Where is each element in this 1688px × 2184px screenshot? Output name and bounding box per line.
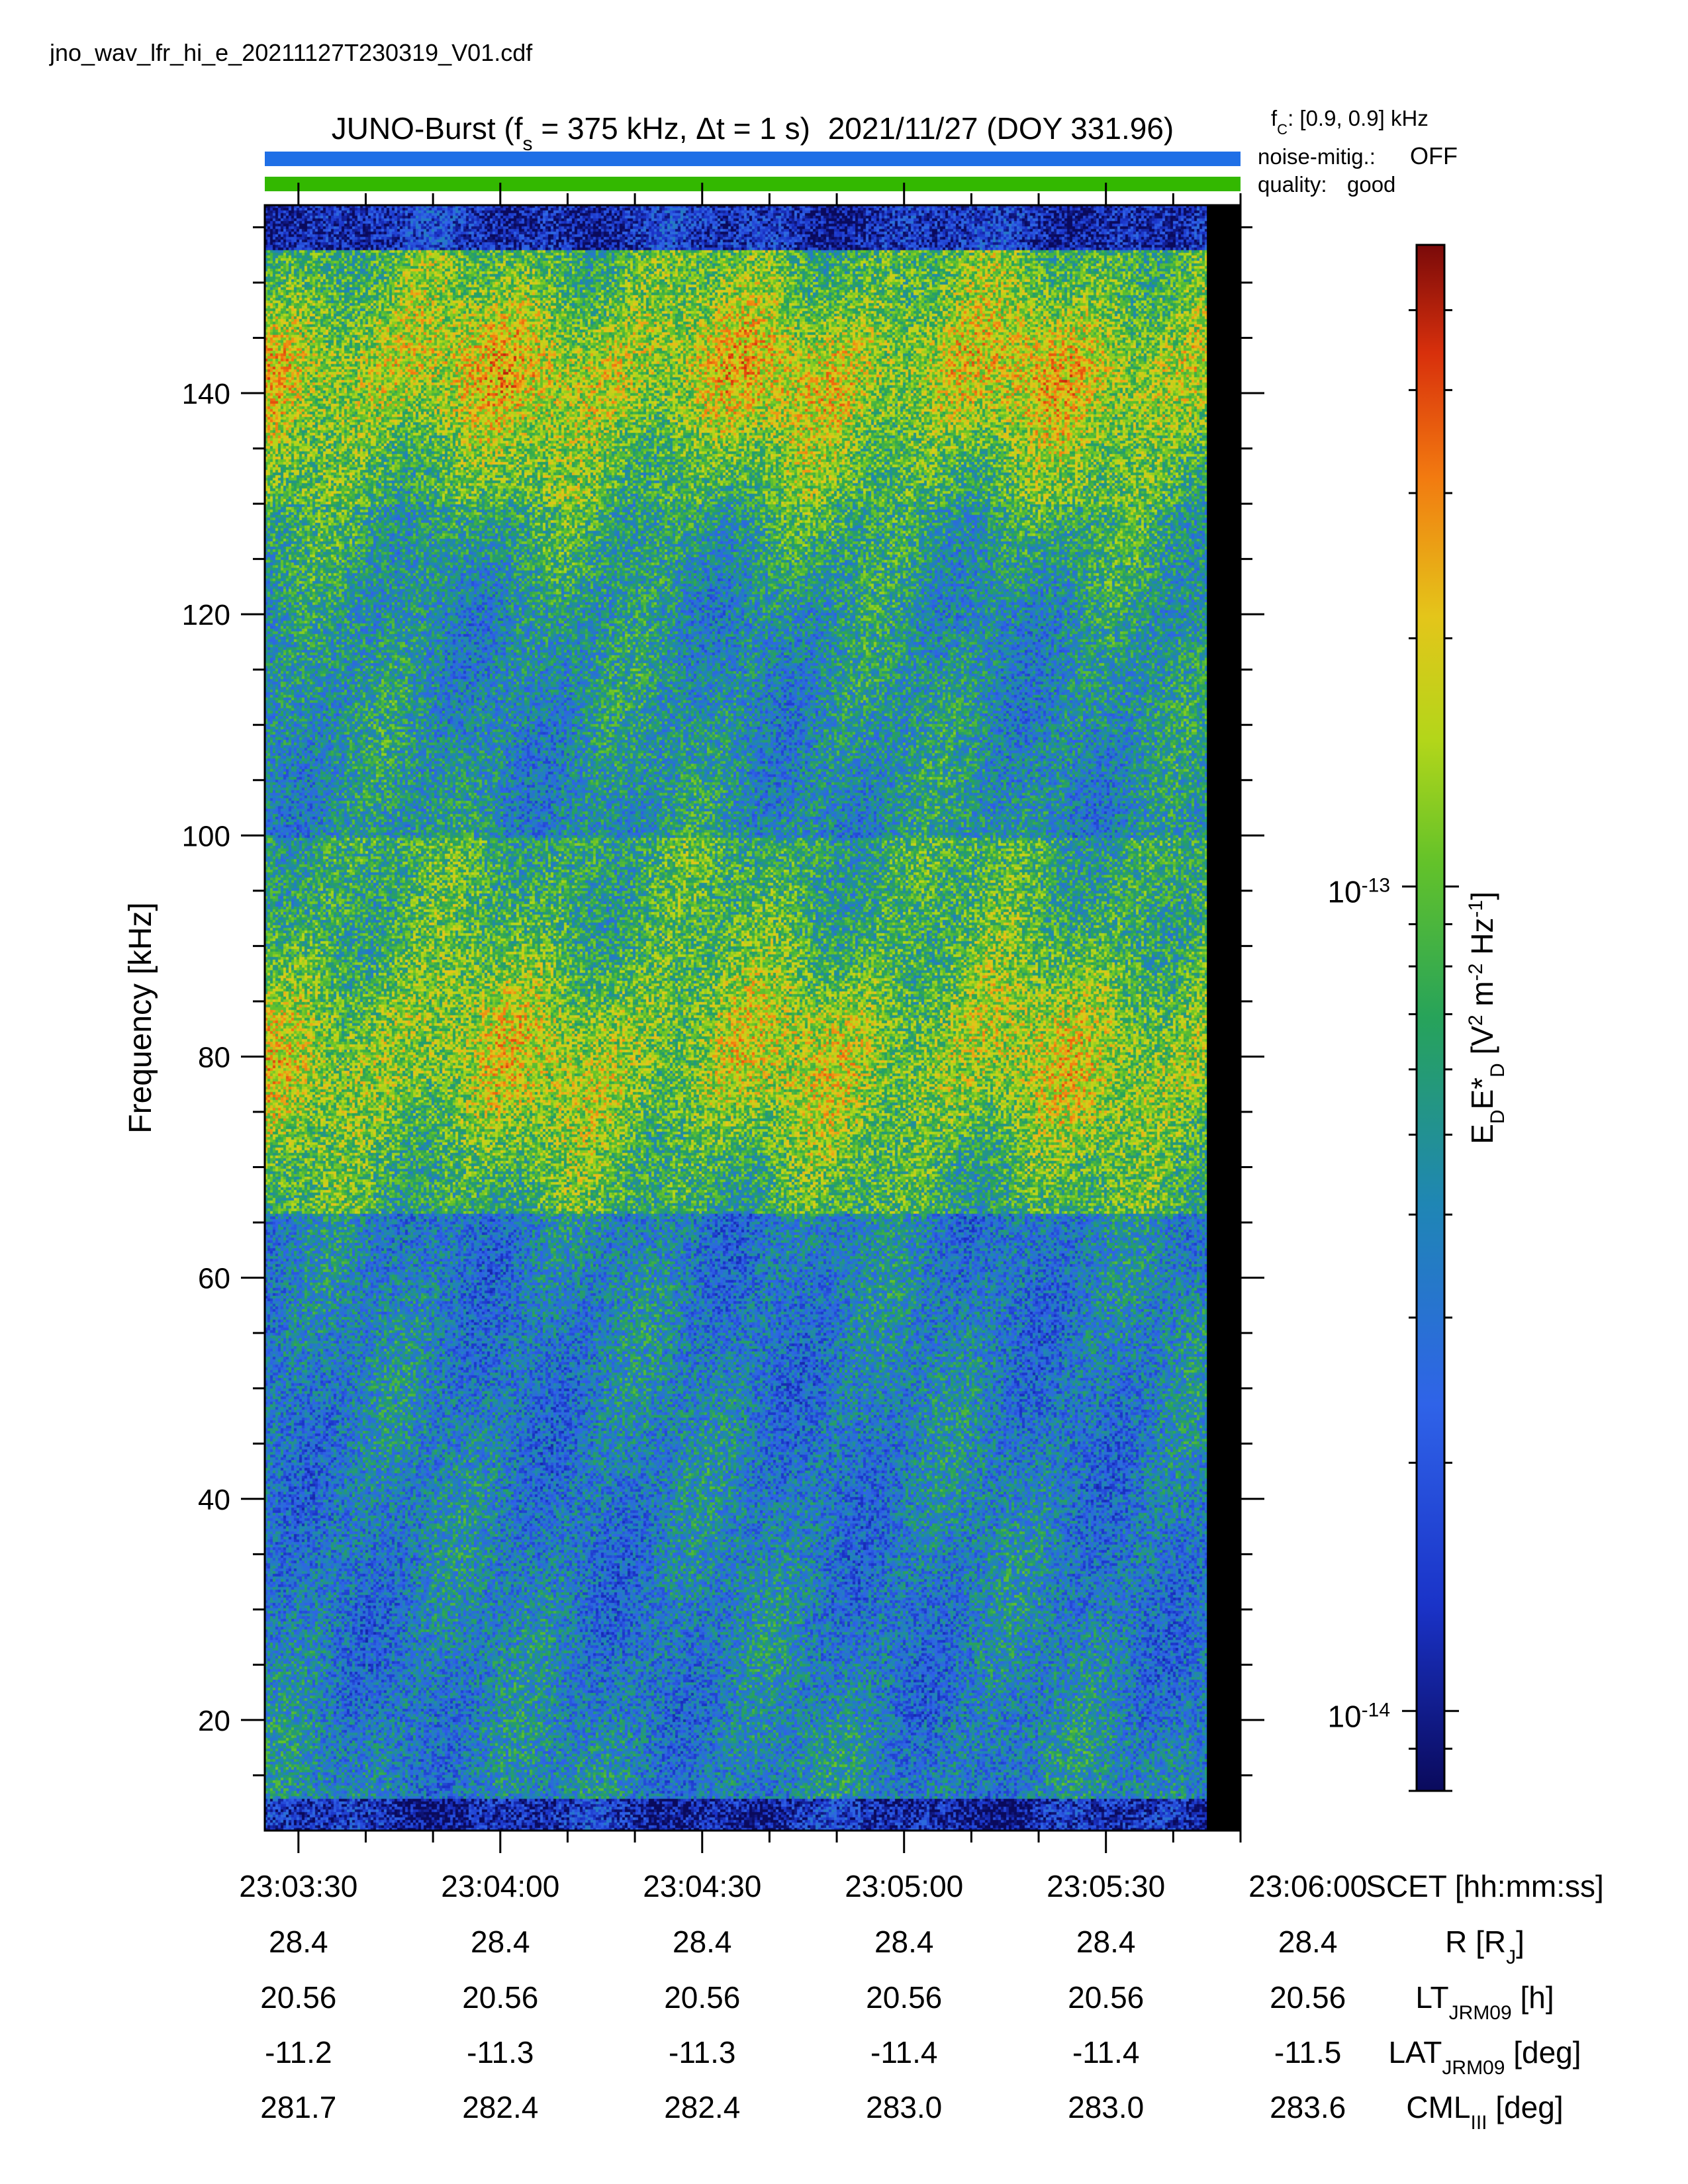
quality-bar: [265, 177, 1241, 191]
ephem-cml-value: 281.7: [260, 2090, 336, 2124]
ephem-lt-value: 20.56: [664, 1980, 740, 2015]
fc-info: fC: [0.9, 0.9] kHz: [1271, 106, 1429, 138]
colorbar: [1415, 244, 1446, 1792]
ephem-label-cml: CMLIII [deg]: [1406, 2090, 1563, 2134]
ephem-cml-value: 283.6: [1270, 2090, 1346, 2124]
ephem-lat-value: -11.5: [1274, 2035, 1341, 2070]
ephem-label-scet: SCET [hh:mm:ss]: [1366, 1869, 1604, 1903]
ephem-lt-value: 20.56: [1068, 1980, 1144, 2015]
y-axis-label: Frequency [kHz]: [123, 902, 158, 1133]
ephem-lt-value: 20.56: [1270, 1980, 1346, 2015]
x-tick-label: 23:06:00: [1248, 1869, 1367, 1903]
ephem-lt-value: 20.56: [260, 1980, 336, 2015]
y-tick-label: 80: [198, 1041, 230, 1073]
noise-mitig-bar: [265, 152, 1241, 166]
ephem-r-value: 28.4: [471, 1925, 530, 1959]
ephem-lat-value: -11.3: [467, 2035, 534, 2070]
y-tick-label: 140: [182, 378, 230, 410]
ephem-r-value: 28.4: [1076, 1925, 1136, 1959]
y-tick-label: 60: [198, 1263, 230, 1295]
x-tick-label: 23:04:00: [441, 1869, 559, 1903]
x-tick-label: 23:04:30: [643, 1869, 761, 1903]
ephem-label-lt: LTJRM09 [h]: [1415, 1980, 1554, 2024]
noise-mitig-value: OFF: [1410, 142, 1458, 169]
filename-label: jno_wav_lfr_hi_e_20211127T230319_V01.cdf: [49, 39, 533, 66]
y-tick-label: 40: [198, 1484, 230, 1516]
quality-value: good: [1347, 172, 1395, 197]
ephem-lat-value: -11.4: [1072, 2035, 1139, 2070]
chart-title: JUNO-Burst (fs = 375 kHz, Δt = 1 s) 2021…: [332, 111, 1174, 155]
quality-label: quality:: [1258, 172, 1327, 197]
data-gap: [1207, 205, 1241, 1831]
ephem-label-lat: LATJRM09 [deg]: [1388, 2035, 1581, 2079]
y-tick-label: 100: [182, 820, 230, 852]
ephem-cml-value: 283.0: [1068, 2090, 1144, 2124]
plot-frame: [263, 204, 1242, 1832]
colorbar-tick-label: 10-13: [1327, 874, 1390, 909]
y-tick-label: 20: [198, 1705, 230, 1737]
ephem-lat-value: -11.3: [669, 2035, 735, 2070]
noise-mitig-label: noise-mitig.:: [1258, 144, 1376, 169]
ephem-cml-value: 283.0: [866, 2090, 942, 2124]
axes: 20 40 60 80 100 120 140: [182, 183, 1264, 1853]
x-tick-label: 23:05:30: [1047, 1869, 1165, 1903]
ephem-lat-value: -11.2: [265, 2035, 332, 2070]
ephem-lt-value: 20.56: [866, 1980, 942, 2015]
x-tick-label: 23:03:30: [239, 1869, 357, 1903]
ephem-r-value: 28.4: [673, 1925, 732, 1959]
ephem-lat-value: -11.4: [870, 2035, 937, 2070]
colorbar-label: EDE*D [V2 m-2 Hz-1]: [1465, 891, 1509, 1144]
colorbar-ticks: 10-14 10-13: [1327, 309, 1459, 1792]
ephemeris-table: 23:03:30 23:04:00 23:04:30 23:05:00 23:05:30…: [239, 1869, 1367, 2124]
x-tick-label: 23:05:00: [845, 1869, 963, 1903]
ephem-r-value: 28.4: [1278, 1925, 1338, 1959]
colorbar-tick-label: 10-14: [1327, 1699, 1390, 1734]
ephem-r-value: 28.4: [269, 1925, 328, 1959]
ephem-cml-value: 282.4: [664, 2090, 740, 2124]
spectrogram-image: [265, 205, 1241, 1831]
ephem-r-value: 28.4: [874, 1925, 934, 1959]
ephem-lt-value: 20.56: [462, 1980, 538, 2015]
y-tick-label: 120: [182, 599, 230, 631]
ephem-cml-value: 282.4: [462, 2090, 538, 2124]
ephem-label-r: R [RJ]: [1445, 1925, 1524, 1968]
